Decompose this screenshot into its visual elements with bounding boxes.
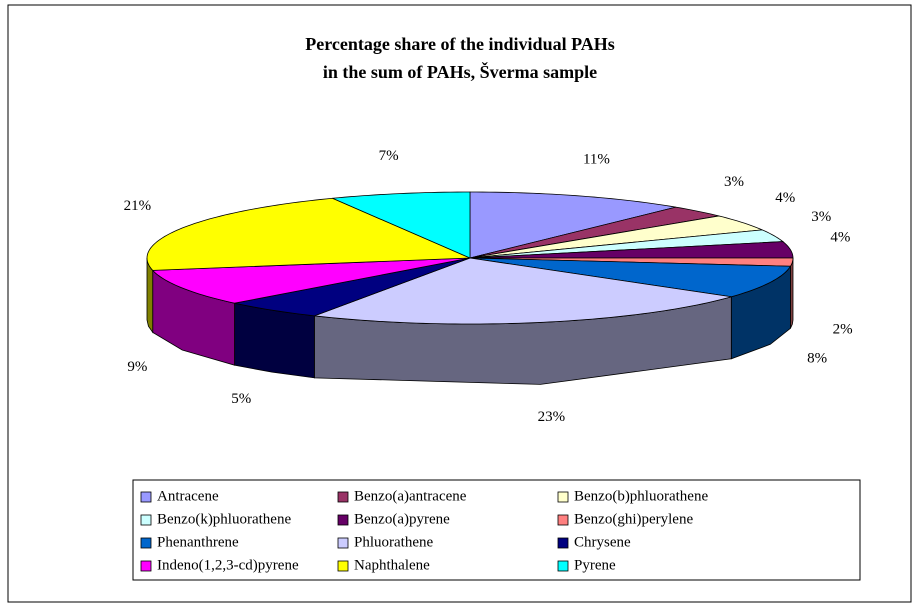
pie-slice [234, 257, 471, 317]
data-label: 21% [124, 198, 152, 214]
legend-swatch [140, 491, 152, 503]
pie-slice [469, 206, 719, 259]
legend-swatch [140, 514, 152, 526]
pie-slice [332, 191, 471, 259]
data-label: 8% [807, 351, 827, 367]
legend-label: Benzo(a)pyrene [354, 511, 450, 527]
data-label: 5% [231, 391, 251, 407]
legend-swatch [337, 491, 349, 503]
legend-label: Benzo(b)phluorathene [574, 488, 708, 504]
legend-swatch [337, 560, 349, 572]
legend-label: Naphthalene [354, 557, 430, 573]
data-label: 4% [775, 190, 795, 206]
legend-swatch [337, 514, 349, 526]
data-label: 9% [127, 359, 147, 375]
legend-label: Indeno(1,2,3-cd)pyrene [157, 557, 299, 573]
chart-title: Percentage share of the individual PAHs [305, 34, 615, 54]
legend-label: Benzo(ghi)perylene [574, 511, 693, 527]
legend-label: Pyrene [574, 557, 616, 573]
legend-swatch [557, 560, 569, 572]
pie-slice [469, 229, 784, 259]
legend-box [132, 479, 861, 581]
legend-swatch [557, 537, 569, 549]
legend-label: Phenanthrene [157, 534, 239, 550]
data-label: 11% [583, 151, 610, 167]
legend-label: Chrysene [574, 534, 631, 550]
legend-label: Antracene [157, 488, 219, 504]
legend-label: Phluorathene [354, 534, 433, 550]
pie-slice [151, 257, 471, 304]
data-label: 23% [538, 409, 566, 425]
data-label: 3% [811, 209, 831, 225]
legend-swatch [337, 537, 349, 549]
data-label: 7% [379, 148, 399, 164]
legend-swatch [557, 491, 569, 503]
legend-swatch [140, 537, 152, 549]
pie-slice [469, 191, 676, 259]
data-label: 4% [830, 229, 850, 245]
pie-slice [146, 197, 471, 271]
data-label: 2% [833, 321, 853, 337]
pie-slice [469, 215, 763, 259]
pie-slice [314, 257, 732, 325]
pie-slice [469, 257, 792, 298]
pie-slice [469, 241, 794, 259]
legend-label: Benzo(k)phluorathene [157, 511, 291, 527]
data-label: 3% [724, 174, 744, 190]
legend-swatch [140, 560, 152, 572]
legend-label: Benzo(a)antracene [354, 488, 467, 504]
legend-swatch [557, 514, 569, 526]
chart-title: in the sum of PAHs, Šverma sample [323, 61, 597, 82]
